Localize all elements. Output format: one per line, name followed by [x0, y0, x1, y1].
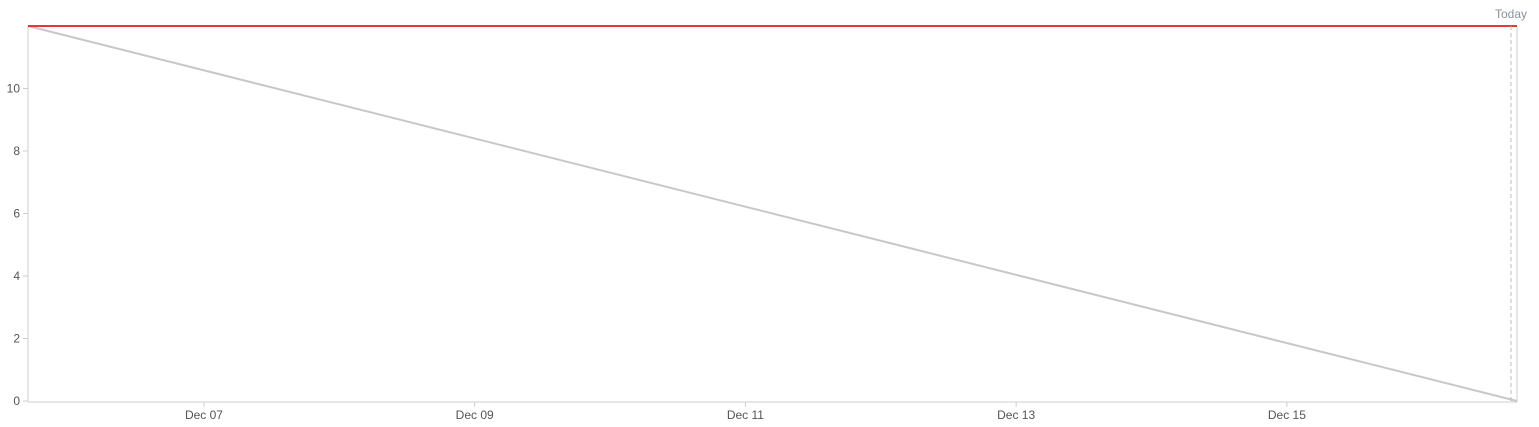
- y-tick-label: 4: [13, 269, 20, 283]
- x-tick-label: Dec 13: [997, 408, 1035, 422]
- x-tick-label: Dec 09: [456, 408, 494, 422]
- series-line-ideal: [27, 25, 1518, 402]
- y-tick-label: 0: [13, 394, 20, 408]
- y-tick-label: 2: [13, 332, 20, 346]
- x-tick-label: Dec 15: [1268, 408, 1306, 422]
- y-axis: 0 2 4 6 8 10: [7, 82, 28, 408]
- series-layer: [27, 25, 1518, 402]
- y-tick-label: 6: [13, 207, 20, 221]
- y-tick-label: 10: [7, 82, 21, 96]
- x-axis: Dec 07 Dec 09 Dec 11 Dec 13 Dec 15: [185, 402, 1306, 422]
- today-marker: Today: [1495, 7, 1527, 401]
- y-tick-label: 8: [13, 144, 20, 158]
- x-tick-label: Dec 07: [185, 408, 223, 422]
- x-tick-label: Dec 11: [727, 408, 764, 422]
- today-label: Today: [1495, 7, 1527, 21]
